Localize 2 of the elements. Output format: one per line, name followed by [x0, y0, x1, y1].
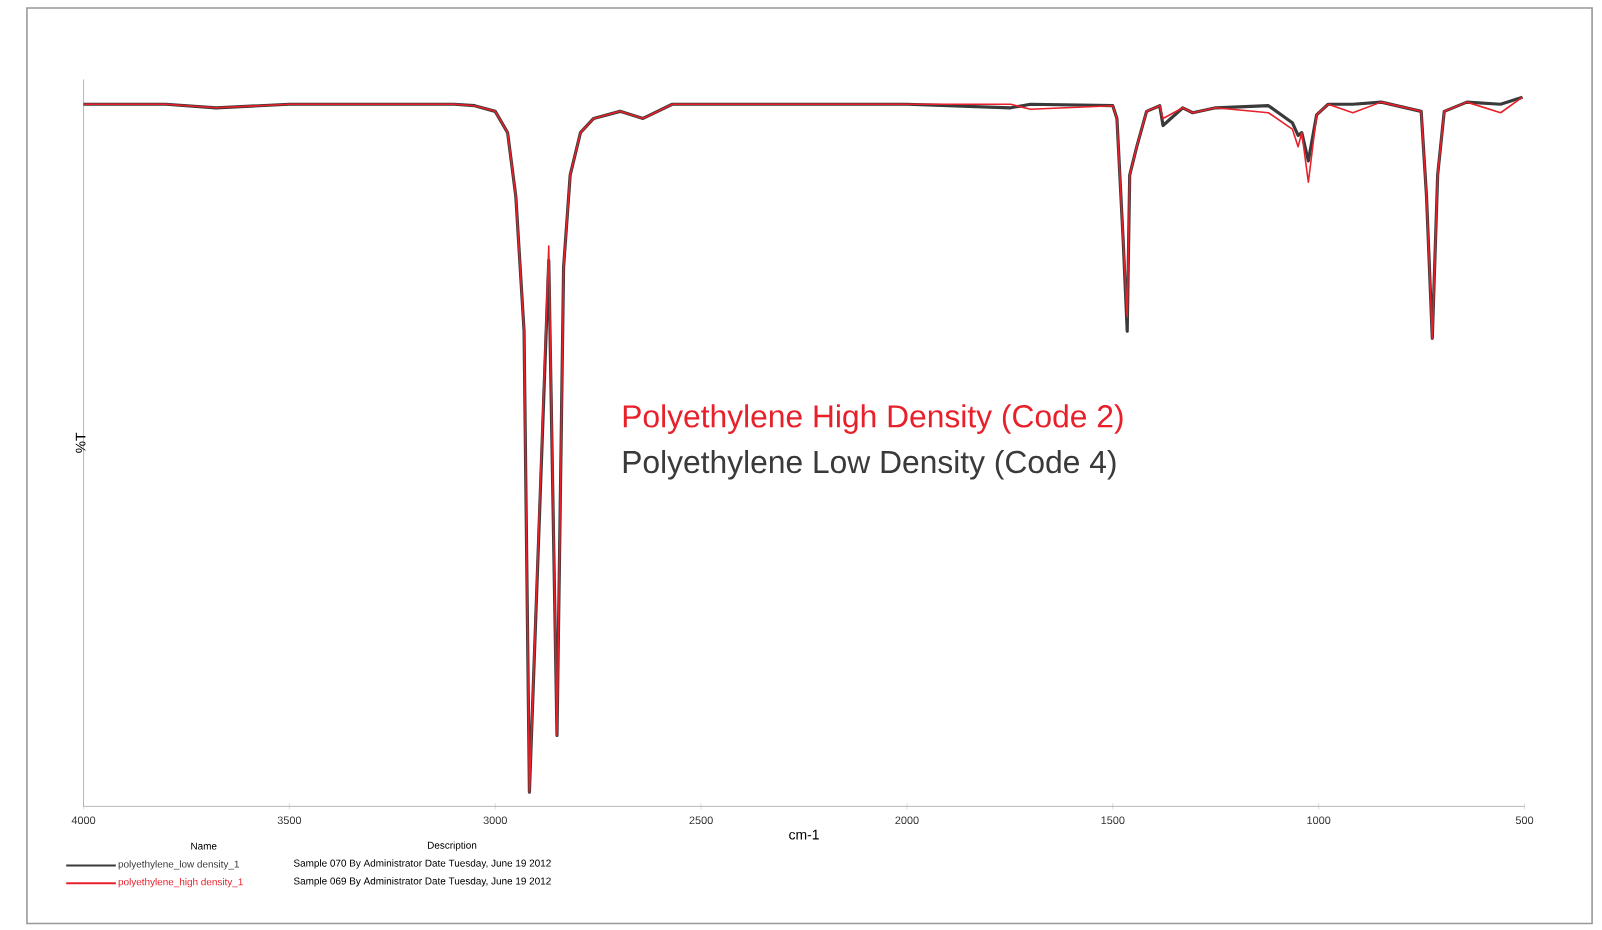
annotation: Polyethylene Low Density (Code 4) — [623, 450, 1116, 480]
annotation: Polyethylene High Density (Code 2) — [623, 404, 1123, 435]
